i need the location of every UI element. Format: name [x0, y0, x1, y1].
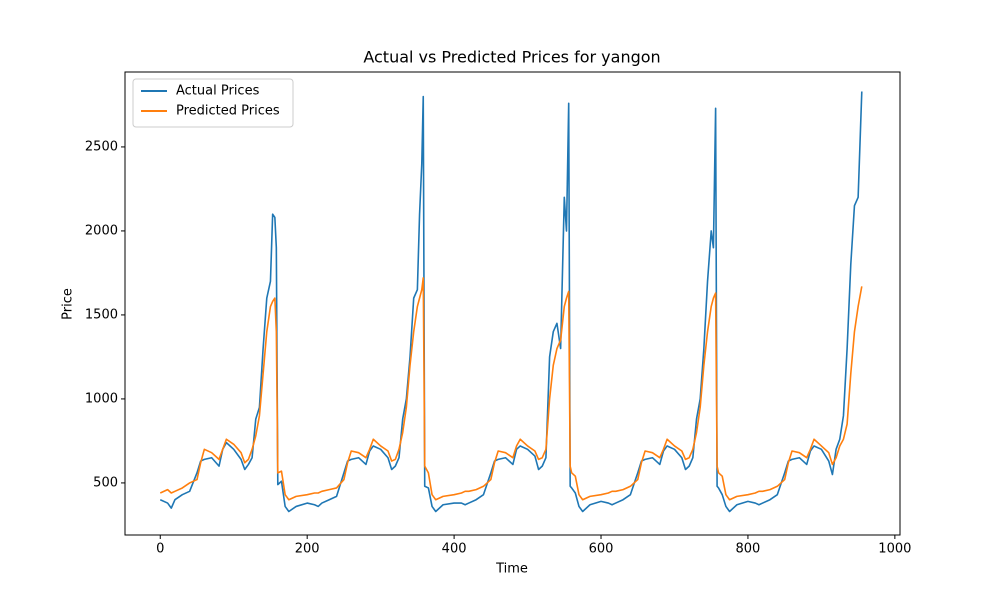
plot-frame	[124, 71, 901, 536]
x-tick-label: 400	[442, 542, 467, 557]
chart-title: Actual vs Predicted Prices for yangon	[363, 48, 660, 67]
series-line	[159, 91, 863, 513]
y-axis-label: Price	[61, 288, 76, 320]
y-tick-label: 2000	[85, 223, 118, 238]
x-tick-label: 1000	[878, 542, 911, 557]
series-line	[159, 277, 863, 501]
legend-label: Actual Prices	[176, 84, 260, 99]
y-tick-label: 500	[93, 475, 118, 490]
x-tick-label: 0	[156, 542, 164, 557]
x-tick-label: 800	[736, 542, 761, 557]
x-tick-label: 200	[295, 542, 320, 557]
x-tick-label: 600	[589, 542, 614, 557]
legend-box	[132, 78, 294, 128]
y-tick-label: 1500	[85, 307, 118, 322]
y-tick-label: 1000	[85, 391, 118, 406]
legend-label: Predicted Prices	[176, 104, 280, 119]
x-axis-label: Time	[495, 562, 528, 577]
y-tick-label: 2500	[85, 139, 118, 154]
